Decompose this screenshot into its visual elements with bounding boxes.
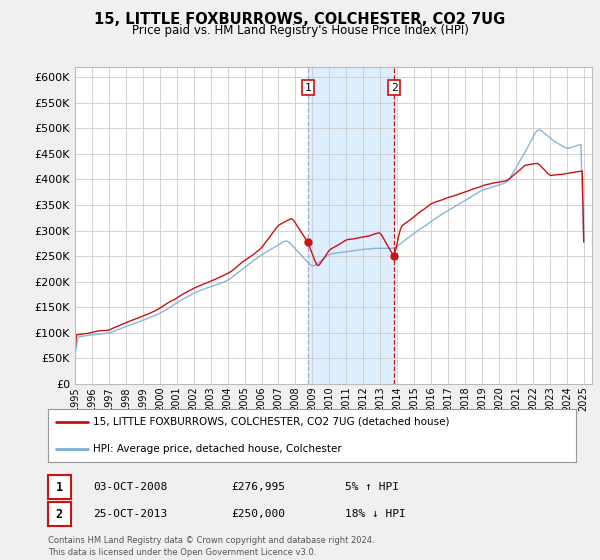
Text: 15, LITTLE FOXBURROWS, COLCHESTER, CO2 7UG: 15, LITTLE FOXBURROWS, COLCHESTER, CO2 7… [94,12,506,27]
Text: 1: 1 [305,83,311,92]
Bar [308,67,394,384]
Text: 1: 1 [56,480,63,494]
Text: £276,995: £276,995 [231,482,285,492]
Text: Contains HM Land Registry data © Crown copyright and database right 2024.
This d: Contains HM Land Registry data © Crown c… [48,536,374,557]
Text: 15, LITTLE FOXBURROWS, COLCHESTER, CO2 7UG (detached house): 15, LITTLE FOXBURROWS, COLCHESTER, CO2 7… [93,417,449,427]
Text: Price paid vs. HM Land Registry's House Price Index (HPI): Price paid vs. HM Land Registry's House … [131,24,469,36]
Text: 25-OCT-2013: 25-OCT-2013 [93,509,167,519]
Text: 5% ↑ HPI: 5% ↑ HPI [345,482,399,492]
Text: 18% ↓ HPI: 18% ↓ HPI [345,509,406,519]
Text: 2: 2 [391,83,398,92]
Text: 2: 2 [56,507,63,521]
Text: HPI: Average price, detached house, Colchester: HPI: Average price, detached house, Colc… [93,444,341,454]
Text: £250,000: £250,000 [231,509,285,519]
Text: 03-OCT-2008: 03-OCT-2008 [93,482,167,492]
